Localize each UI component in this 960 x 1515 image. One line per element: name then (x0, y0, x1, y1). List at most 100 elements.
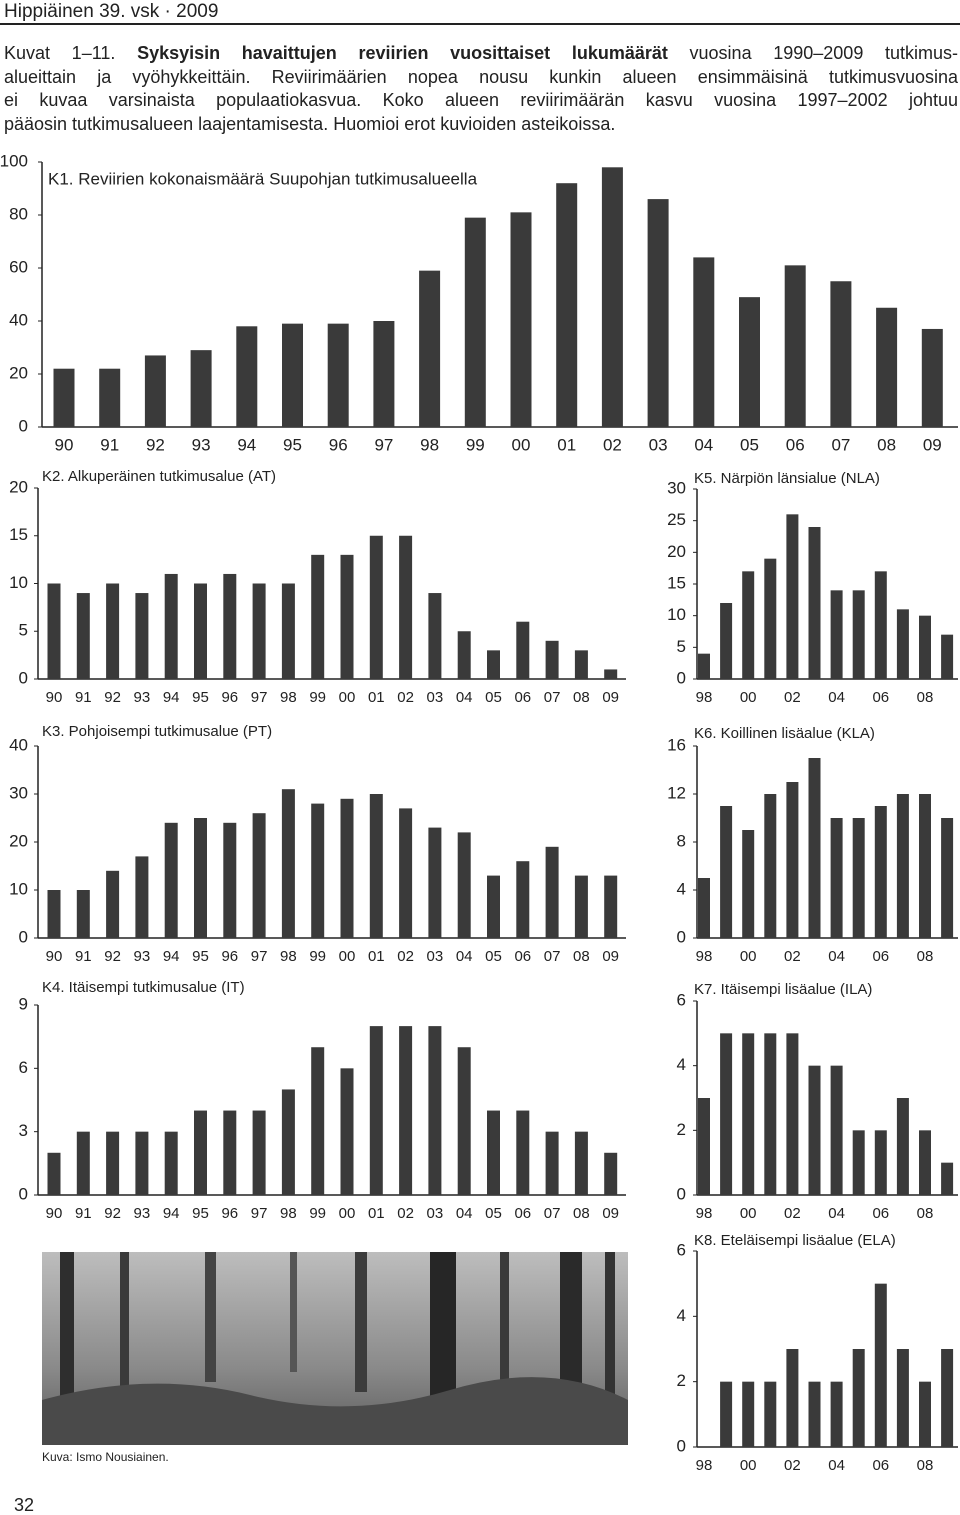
bar (340, 554, 354, 679)
bar (340, 1068, 354, 1195)
chart-title: K5. Närpiön länsialue (NLA) (694, 470, 880, 487)
bar (698, 653, 710, 679)
bar (311, 803, 325, 938)
x-tick-label: 03 (427, 689, 444, 706)
y-tick-label: 25 (667, 510, 686, 529)
bar (896, 1098, 909, 1195)
y-tick-label: 2 (677, 1371, 686, 1390)
bar (786, 782, 799, 938)
bar (896, 1349, 909, 1447)
x-tick-label: 06 (872, 1457, 889, 1474)
photo-credit: Kuva: Ismo Nousiainen. (42, 1450, 169, 1464)
x-tick-label: 04 (828, 1457, 845, 1474)
y-tick-label: 15 (9, 525, 28, 544)
bar (852, 1130, 865, 1195)
bar (556, 183, 578, 427)
x-tick-label: 05 (740, 435, 759, 454)
x-tick-label: 96 (329, 435, 348, 454)
bar (281, 583, 295, 679)
bar (106, 870, 120, 938)
x-tick-label: 97 (251, 1205, 268, 1222)
bar (574, 1131, 588, 1195)
bar (601, 167, 623, 428)
bar (327, 323, 349, 427)
bar (604, 1152, 618, 1195)
bar (76, 1131, 90, 1195)
bar (516, 1110, 530, 1195)
bar (808, 1381, 821, 1447)
x-tick-label: 98 (696, 1205, 713, 1222)
bar (428, 1026, 442, 1195)
x-tick-label: 08 (877, 435, 896, 454)
y-tick-label: 4 (677, 1306, 686, 1325)
bar (419, 270, 441, 427)
y-tick-label: 0 (19, 668, 28, 687)
x-tick-label: 93 (134, 948, 151, 965)
x-tick-label: 02 (784, 1457, 801, 1474)
photo (42, 1252, 628, 1445)
bar (941, 1349, 954, 1447)
x-tick-label: 97 (251, 948, 268, 965)
bar (223, 1110, 237, 1195)
chart-title: K8. Eteläisempi lisäalue (ELA) (694, 1232, 896, 1249)
bar (852, 818, 865, 938)
bar (720, 806, 733, 938)
x-tick-label: 99 (309, 689, 326, 706)
x-tick-label: 01 (368, 1205, 385, 1222)
x-tick-label: 02 (603, 435, 622, 454)
x-tick-label: 02 (784, 948, 801, 965)
x-tick-label: 94 (163, 948, 180, 965)
x-tick-label: 92 (104, 948, 121, 965)
x-tick-label: 06 (514, 1205, 531, 1222)
x-tick-label: 00 (512, 435, 531, 454)
x-tick-label: 08 (573, 1205, 590, 1222)
x-tick-label: 09 (923, 435, 942, 454)
x-tick-label: 90 (46, 1205, 63, 1222)
y-tick-label: 0 (19, 927, 28, 946)
bar (487, 1110, 500, 1195)
x-tick-label: 04 (456, 689, 473, 706)
x-tick-label: 03 (649, 435, 668, 454)
x-tick-label: 00 (339, 948, 356, 965)
bar (252, 813, 266, 938)
bar (830, 1381, 843, 1447)
y-tick-label: 0 (677, 927, 686, 946)
bar (399, 1026, 413, 1195)
bar (919, 615, 931, 679)
bar (647, 199, 669, 427)
x-tick-label: 98 (280, 948, 297, 965)
x-tick-label: 00 (740, 1205, 757, 1222)
bar (830, 818, 843, 938)
bar (281, 1089, 295, 1195)
bar (919, 1130, 931, 1195)
bar (311, 554, 325, 679)
bar (921, 328, 943, 427)
bar (698, 878, 710, 938)
bar (784, 265, 806, 427)
bar (47, 890, 61, 938)
x-tick-label: 09 (602, 1205, 619, 1222)
x-tick-label: 93 (192, 435, 211, 454)
bar (428, 827, 442, 938)
y-tick-label: 15 (667, 573, 686, 592)
bar (76, 593, 90, 679)
bar (874, 806, 887, 938)
bar (340, 798, 354, 938)
x-tick-label: 95 (192, 948, 209, 965)
x-tick-label: 90 (46, 689, 63, 706)
x-tick-label: 09 (602, 948, 619, 965)
x-tick-label: 04 (456, 1205, 473, 1222)
bar (874, 571, 887, 679)
bar (739, 297, 760, 427)
bar (457, 1047, 471, 1195)
x-tick-label: 05 (485, 1205, 502, 1222)
caption-line: Kuvat 1–11. Syksyisin havaittujen reviir… (4, 42, 958, 66)
x-tick-label: 99 (466, 435, 485, 454)
bar (373, 321, 395, 427)
x-tick-label: 04 (828, 689, 845, 706)
x-tick-label: 98 (280, 1205, 297, 1222)
x-tick-label: 90 (46, 948, 63, 965)
caption-text: vuosina 1990–2009 tutkimus- (667, 43, 958, 63)
y-tick-label: 4 (677, 1055, 686, 1074)
bar (487, 875, 500, 938)
